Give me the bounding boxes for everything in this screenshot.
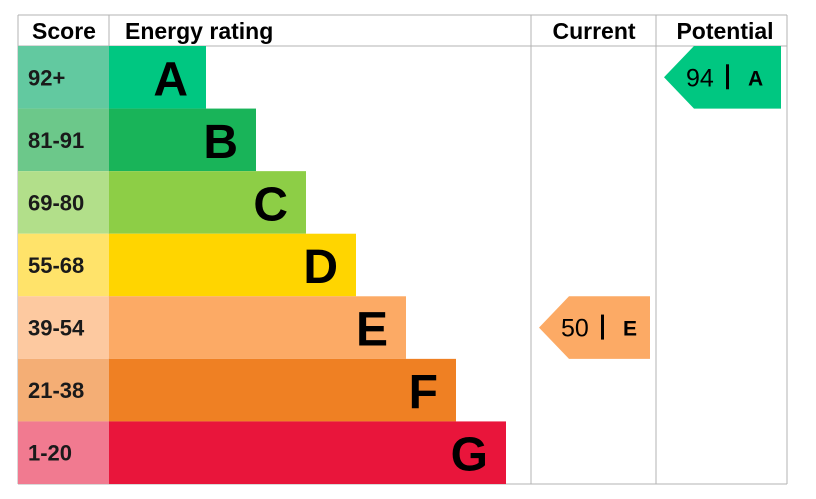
- score-range-f: 21-38: [28, 378, 84, 403]
- score-range-d: 55-68: [28, 253, 84, 278]
- current-indicator: 50 E: [539, 296, 650, 359]
- band-letter-a: A: [153, 53, 188, 106]
- rating-header: Energy rating: [125, 18, 273, 44]
- score-range-g: 1-20: [28, 441, 72, 466]
- band-bar-c: [109, 171, 306, 234]
- band-letter-d: D: [303, 241, 338, 294]
- band-bar-g: [109, 421, 506, 484]
- score-cell-c: [18, 171, 109, 234]
- potential-indicator-arrow: [664, 46, 781, 109]
- score-range-a: 92+: [28, 65, 65, 90]
- potential-indicator-separator: [726, 64, 729, 90]
- band-letter-c: C: [253, 178, 288, 231]
- score-cell-d: [18, 233, 109, 297]
- current-indicator-arrow: [539, 296, 650, 359]
- band-bar-f: [109, 358, 456, 422]
- band-bar-e: [109, 296, 406, 359]
- current-indicator-value: 50: [561, 315, 589, 343]
- potential-header: Potential: [676, 18, 773, 44]
- score-range-c: 69-80: [28, 190, 84, 215]
- score-cell-g: [18, 421, 109, 484]
- potential-indicator-band: A: [748, 67, 763, 90]
- rating-bands: 92+ A 81-91 B 69-80 C 55-68 D 39-54 E 21-38 F 1-20 G: [18, 46, 506, 484]
- current-indicator-separator: [601, 314, 604, 340]
- rating-indicators: 50 E 94 A: [539, 46, 781, 359]
- band-letter-g: G: [451, 429, 488, 482]
- current-header: Current: [552, 18, 635, 44]
- band-letter-f: F: [409, 366, 438, 419]
- column-headers: Score Energy rating Current Potential: [32, 18, 774, 44]
- band-letter-e: E: [356, 304, 388, 357]
- band-bar-d: [109, 233, 356, 297]
- band-bar-b: [109, 108, 256, 172]
- score-cell-b: [18, 108, 109, 172]
- band-letter-b: B: [203, 116, 238, 169]
- band-bar-a: [109, 46, 206, 109]
- potential-indicator-value: 94: [686, 64, 714, 92]
- score-range-e: 39-54: [28, 316, 85, 341]
- potential-indicator: 94 A: [664, 46, 781, 109]
- score-range-b: 81-91: [28, 128, 84, 153]
- score-cell-e: [18, 296, 109, 359]
- score-header: Score: [32, 18, 96, 44]
- current-indicator-band: E: [623, 318, 637, 341]
- score-cell-f: [18, 358, 109, 422]
- score-cell-a: [18, 46, 109, 109]
